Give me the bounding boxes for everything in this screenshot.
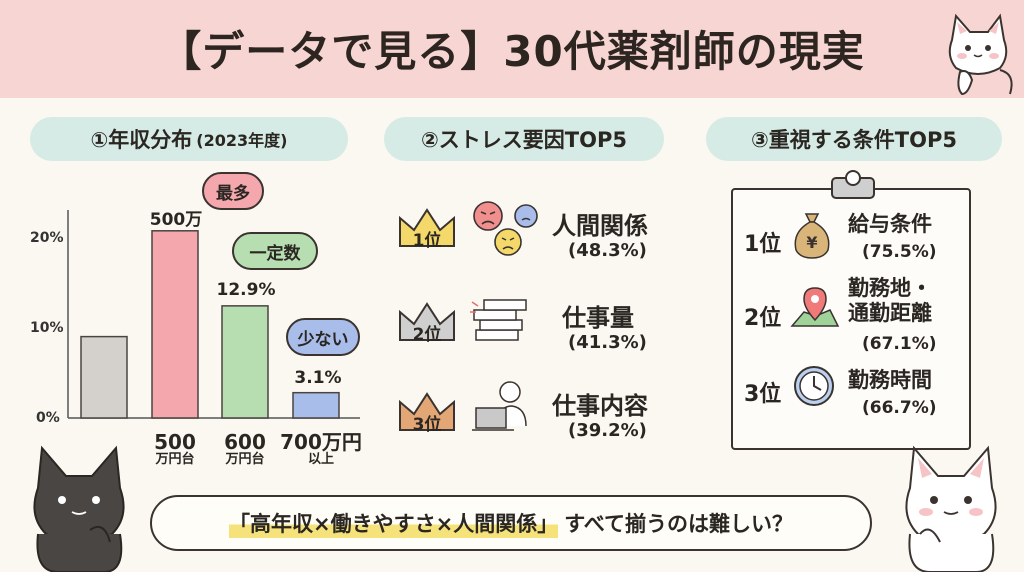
chart-bar (221, 305, 269, 419)
y-tick-label: 20% (30, 230, 64, 246)
conditions-clipboard (731, 188, 971, 450)
black-cat-icon (33, 445, 125, 572)
bar-value-label: 500万 (149, 210, 203, 230)
banner-rest: すべて揃うのは難しい？ (564, 512, 793, 536)
map-pin-icon (790, 287, 840, 327)
paper-stack-icon (470, 299, 527, 341)
stress-rank: 1位 (412, 231, 442, 251)
bubble-few: 少ない (286, 318, 360, 356)
silver-crown-icon (399, 302, 455, 341)
stress-rank: 2位 (412, 325, 442, 345)
summary-banner: 「高年収×働きやすさ×人間関係」 すべて揃うのは難しい？ (150, 495, 872, 551)
stress-name: 仕事量 (562, 304, 634, 332)
bar-value-label: 12.9% (216, 280, 276, 300)
y-tick-label: 0% (36, 410, 60, 426)
section1-heading: ①年収分布 (2023年度) (30, 117, 348, 161)
gold-crown-icon (399, 208, 455, 247)
bubble-some: 一定数 (232, 232, 318, 270)
stress-pct: (39.2%) (568, 420, 647, 441)
condition-pct: (67.1%) (862, 334, 937, 354)
category-label: 600 万円台 (224, 430, 266, 467)
condition-rank: 3位 (744, 382, 782, 407)
condition-pct: (75.5%) (862, 242, 937, 262)
angry-faces-icon (473, 201, 538, 256)
bubble-most: 最多 (202, 172, 264, 210)
section2-heading: ②ストレス要因TOP5 (384, 117, 664, 161)
page-title: 【データで見る】30代薬剤師の現実 (159, 27, 865, 76)
white-cat-icon-bottom (905, 445, 997, 572)
white-cat-icon-top (948, 13, 1013, 96)
svg-text:¥: ¥ (806, 233, 817, 252)
y-tick-label: 10% (30, 320, 64, 336)
stress-name: 仕事内容 (552, 392, 648, 420)
category-label: 500 万円台 (154, 430, 196, 467)
stress-name: 人間関係 (552, 212, 648, 240)
condition-name: 勤務時間 (848, 368, 932, 392)
stress-rank: 3位 (412, 415, 442, 435)
condition-name: 給与条件 (848, 212, 932, 236)
condition-rank: 2位 (744, 306, 782, 331)
clock-icon (794, 366, 834, 406)
laptop-worker-icon (472, 381, 527, 431)
chart-bar (292, 391, 340, 419)
clipboard-clip-icon (831, 170, 875, 199)
chart-bar (151, 230, 199, 419)
money-bag-icon: ¥ (794, 213, 830, 259)
bar-value-label: 3.1% (294, 368, 342, 388)
header-band (0, 0, 1024, 98)
category-label: 700万円 以上 (280, 430, 362, 467)
stress-pct: (48.3%) (568, 240, 647, 261)
chart-bar (80, 335, 128, 419)
condition-pct: (66.7%) (862, 398, 937, 418)
condition-name: 勤務地・ 通勤距離 (848, 276, 932, 326)
bronze-crown-icon (399, 392, 455, 431)
stress-pct: (41.3%) (568, 332, 647, 353)
banner-highlight: 「高年収×働きやすさ×人間関係」 (229, 508, 559, 538)
section3-heading: ③重視する条件TOP5 (706, 117, 1002, 161)
condition-rank: 1位 (744, 232, 782, 257)
income-bar-chart (67, 210, 360, 419)
